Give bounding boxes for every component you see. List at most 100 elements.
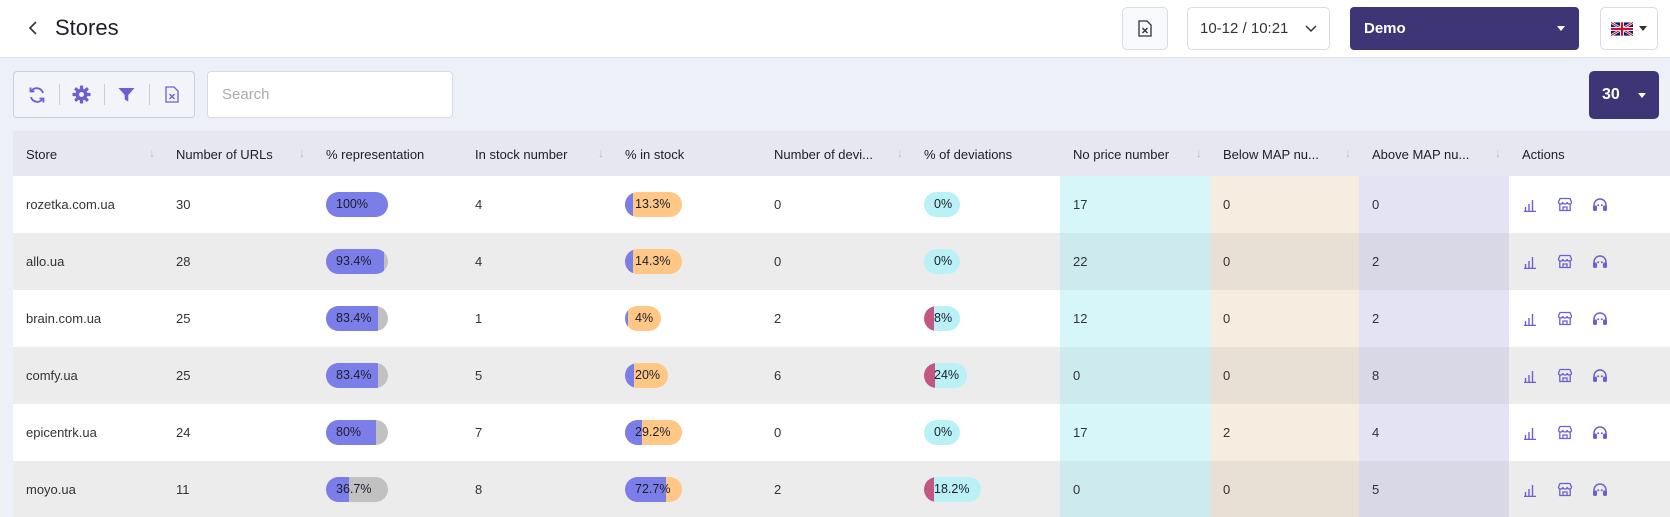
cell-store[interactable]: allo.ua bbox=[13, 233, 163, 290]
chart-icon[interactable] bbox=[1522, 425, 1538, 441]
store-icon[interactable] bbox=[1557, 368, 1573, 384]
cell-deviations-percent: 8% bbox=[911, 290, 1060, 347]
column-header-in-stock-percent[interactable]: % in stock bbox=[612, 131, 761, 176]
column-header-in-stock-number[interactable]: In stock number ↓ bbox=[462, 131, 612, 176]
cell-deviations-number: 0 bbox=[761, 233, 911, 290]
cell-deviations-percent: 24% bbox=[911, 347, 1060, 404]
row-actions bbox=[1522, 425, 1657, 441]
cell-store[interactable]: moyo.ua bbox=[13, 461, 163, 517]
representation-bar: 83.4% bbox=[326, 306, 388, 331]
column-header-urls[interactable]: Number of URLs ↓ bbox=[163, 131, 313, 176]
cell-urls: 30 bbox=[163, 176, 313, 233]
store-icon[interactable] bbox=[1557, 197, 1573, 213]
header-bar: Stores 10-12 / 10:21 Demo bbox=[0, 0, 1670, 58]
column-header-representation[interactable]: % representation bbox=[313, 131, 462, 176]
cell-below-map: 0 bbox=[1210, 176, 1359, 233]
search-input[interactable] bbox=[207, 71, 453, 118]
cell-urls: 25 bbox=[163, 347, 313, 404]
headset-icon[interactable] bbox=[1592, 425, 1608, 441]
table-row: rozetka.com.ua 30 100% 4 13.3% 0 0% bbox=[13, 176, 1670, 233]
row-actions bbox=[1522, 254, 1657, 270]
store-icon[interactable] bbox=[1557, 311, 1573, 327]
row-actions bbox=[1522, 197, 1657, 213]
account-select[interactable]: Demo bbox=[1350, 7, 1579, 50]
cell-store[interactable]: epicentrk.ua bbox=[13, 404, 163, 461]
page-size-select[interactable]: 30 bbox=[1589, 71, 1659, 119]
table-row: epicentrk.ua 24 80% 7 29.2% 0 0% 1 bbox=[13, 404, 1670, 461]
export-button[interactable] bbox=[1122, 7, 1168, 50]
cell-no-price: 12 bbox=[1060, 290, 1210, 347]
sort-arrow-icon: ↓ bbox=[299, 146, 305, 160]
cell-in-stock-percent: 20% bbox=[612, 347, 761, 404]
deviations-bar: 0% bbox=[924, 192, 960, 217]
caret-down-icon bbox=[1638, 92, 1646, 98]
column-header-store[interactable]: Store ↓ bbox=[13, 131, 163, 176]
language-select[interactable] bbox=[1600, 7, 1658, 50]
caret-down-icon bbox=[1557, 26, 1565, 31]
cell-in-stock-percent: 14.3% bbox=[612, 233, 761, 290]
cell-store[interactable]: brain.com.ua bbox=[13, 290, 163, 347]
refresh-icon bbox=[29, 86, 44, 103]
in-stock-bar: 72.7% bbox=[625, 477, 682, 502]
column-header-actions: Actions bbox=[1509, 131, 1670, 176]
refresh-button[interactable] bbox=[14, 72, 59, 117]
cell-in-stock-number: 1 bbox=[462, 290, 612, 347]
cell-deviations-percent: 0% bbox=[911, 404, 1060, 461]
store-icon[interactable] bbox=[1557, 254, 1573, 270]
cell-deviations-number: 0 bbox=[761, 404, 911, 461]
cell-store[interactable]: rozetka.com.ua bbox=[13, 176, 163, 233]
date-select[interactable]: 10-12 / 10:21 bbox=[1187, 7, 1330, 50]
account-value: Demo bbox=[1364, 20, 1406, 37]
cell-actions bbox=[1509, 290, 1670, 347]
export-excel-button[interactable] bbox=[149, 72, 194, 117]
headset-icon[interactable] bbox=[1592, 311, 1608, 327]
headset-icon[interactable] bbox=[1592, 368, 1608, 384]
deviations-bar: 0% bbox=[924, 420, 960, 445]
store-icon[interactable] bbox=[1557, 425, 1573, 441]
cell-deviations-percent: 0% bbox=[911, 233, 1060, 290]
chart-icon[interactable] bbox=[1522, 368, 1538, 384]
cell-above-map: 8 bbox=[1359, 347, 1509, 404]
cell-below-map: 0 bbox=[1210, 290, 1359, 347]
filter-button[interactable] bbox=[104, 72, 149, 117]
table-header-row: Store ↓ Number of URLs ↓ % representation … bbox=[13, 131, 1670, 176]
table-body: rozetka.com.ua 30 100% 4 13.3% 0 0% bbox=[13, 176, 1670, 517]
deviations-bar: 8% bbox=[924, 306, 960, 331]
chart-icon[interactable] bbox=[1522, 254, 1538, 270]
cell-representation: 80% bbox=[313, 404, 462, 461]
headset-icon[interactable] bbox=[1592, 482, 1608, 498]
page-size-value: 30 bbox=[1602, 86, 1620, 103]
excel-file-icon bbox=[1138, 20, 1152, 37]
settings-button[interactable] bbox=[59, 72, 104, 117]
cell-representation: 83.4% bbox=[313, 290, 462, 347]
representation-bar: 93.4% bbox=[326, 249, 388, 274]
cell-in-stock-number: 7 bbox=[462, 404, 612, 461]
cell-below-map: 0 bbox=[1210, 461, 1359, 517]
cell-store[interactable]: comfy.ua bbox=[13, 347, 163, 404]
cell-below-map: 2 bbox=[1210, 404, 1359, 461]
representation-bar: 36.7% bbox=[326, 477, 388, 502]
headset-icon[interactable] bbox=[1592, 197, 1608, 213]
cell-actions bbox=[1509, 461, 1670, 517]
column-header-above-map[interactable]: Above MAP nu... ↓ bbox=[1359, 131, 1509, 176]
sort-arrow-icon: ↓ bbox=[149, 146, 155, 160]
cell-no-price: 17 bbox=[1060, 404, 1210, 461]
column-header-below-map[interactable]: Below MAP nu... ↓ bbox=[1210, 131, 1359, 176]
in-stock-bar: 14.3% bbox=[625, 249, 682, 274]
cell-in-stock-number: 4 bbox=[462, 176, 612, 233]
headset-icon[interactable] bbox=[1592, 254, 1608, 270]
cell-urls: 28 bbox=[163, 233, 313, 290]
column-header-deviations-percent[interactable]: % of deviations bbox=[911, 131, 1060, 176]
cell-actions bbox=[1509, 404, 1670, 461]
back-button[interactable] bbox=[22, 16, 46, 40]
cell-no-price: 22 bbox=[1060, 233, 1210, 290]
column-header-no-price[interactable]: No price number ↓ bbox=[1060, 131, 1210, 176]
cell-representation: 100% bbox=[313, 176, 462, 233]
column-header-deviations-number[interactable]: Number of devi... ↓ bbox=[761, 131, 911, 176]
chart-icon[interactable] bbox=[1522, 482, 1538, 498]
cell-representation: 36.7% bbox=[313, 461, 462, 517]
sort-arrow-icon: ↓ bbox=[897, 146, 903, 160]
store-icon[interactable] bbox=[1557, 482, 1573, 498]
chart-icon[interactable] bbox=[1522, 197, 1538, 213]
chart-icon[interactable] bbox=[1522, 311, 1538, 327]
